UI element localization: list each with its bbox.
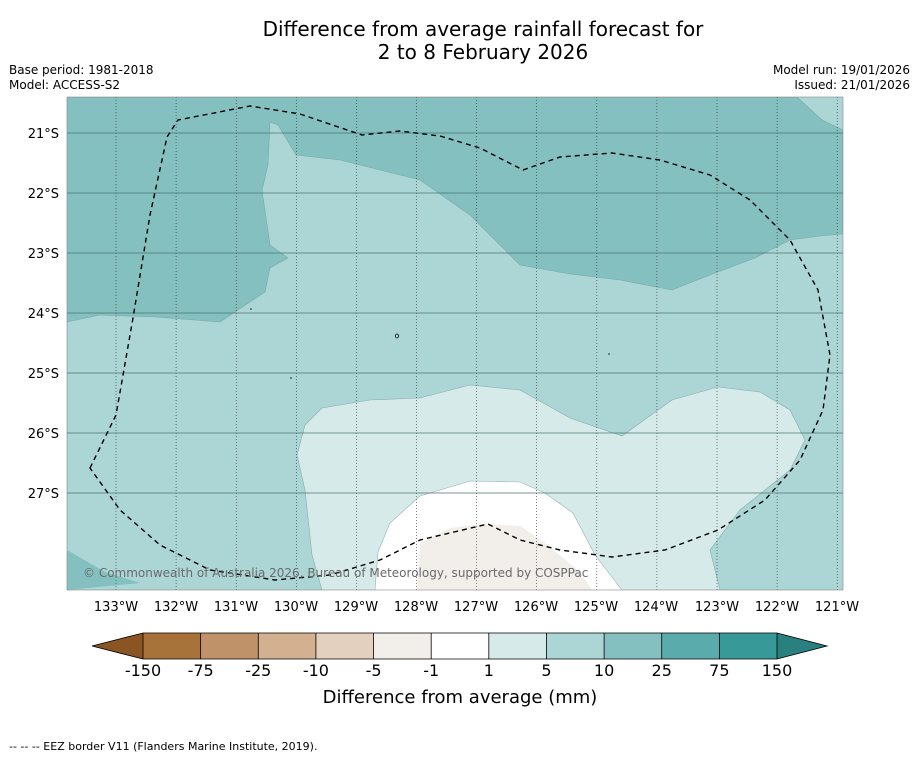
map-frame <box>66 96 844 591</box>
lon-label: 129°W <box>334 600 378 615</box>
colorbar-segment <box>373 633 432 659</box>
colorbar-ticks <box>142 633 778 659</box>
colorbar-segment <box>604 633 663 659</box>
lon-label: 131°W <box>214 600 258 615</box>
lon-label: 124°W <box>634 600 678 615</box>
colorbar-label: 1 <box>484 661 494 680</box>
lon-label: 132°W <box>154 600 198 615</box>
eez-border <box>89 105 831 581</box>
meta-right: Model run: 19/01/2026 Issued: 21/01/2026 <box>773 63 910 93</box>
colorbar-label: 75 <box>709 661 729 680</box>
title-line-1: Difference from average rainfall forecas… <box>262 17 704 41</box>
lon-label: 125°W <box>574 600 618 615</box>
island-markers <box>250 308 610 379</box>
colorbar-label: -75 <box>188 661 214 680</box>
colorbar-title: Difference from average (mm) <box>323 687 598 708</box>
colorbar-segment <box>315 633 374 659</box>
lon-label: 128°W <box>394 600 438 615</box>
colorbar-segment <box>661 633 720 659</box>
colorbar-label: 150 <box>762 661 793 680</box>
lon-axis: 133°W 132°W 131°W 130°W 129°W 128°W 127°… <box>94 600 859 615</box>
colorbar-segment <box>431 633 490 659</box>
lat-label: 22°S <box>28 187 59 202</box>
base-period: Base period: 1981-2018 <box>9 63 154 77</box>
colorbar: -150 -75 -25 -10 -5 -1 1 5 10 25 75 150 Difference … <box>91 632 829 708</box>
lat-label: 25°S <box>28 367 59 382</box>
colorbar-label: 10 <box>594 661 614 680</box>
colorbar-labels: -150 -75 -25 -10 -5 -1 1 5 10 25 75 150 <box>125 661 792 680</box>
lat-label: 24°S <box>28 307 59 322</box>
lat-label: 21°S <box>28 127 59 142</box>
lon-label: 127°W <box>454 600 498 615</box>
lat-label: 23°S <box>28 247 59 262</box>
title-line-2: 2 to 8 February 2026 <box>377 40 589 64</box>
lat-label: 26°S <box>28 427 59 442</box>
meta-left: Base period: 1981-2018 Model: ACCESS-S2 <box>9 63 154 93</box>
lon-label: 133°W <box>94 600 138 615</box>
colorbar-segment <box>488 633 547 659</box>
colorbar-label: -150 <box>125 661 161 680</box>
region-dry <box>417 524 592 590</box>
issued-date: Issued: 21/01/2026 <box>794 78 910 92</box>
island-marker <box>395 333 399 339</box>
colorbar-extend-low <box>92 633 143 659</box>
contour-lines <box>67 97 843 590</box>
colorbar-label: -1 <box>423 661 439 680</box>
lon-label: 121°W <box>815 600 859 615</box>
lon-label: 122°W <box>755 600 799 615</box>
footer-note: -- -- -- EEZ border V11 (Flanders Marine… <box>9 740 318 753</box>
colorbar-label: -10 <box>303 661 329 680</box>
colorbar-label: 25 <box>652 661 672 680</box>
colorbar-segment <box>258 633 317 659</box>
gridlines <box>67 97 843 590</box>
lat-label: 27°S <box>28 487 59 502</box>
model-name: Model: ACCESS-S2 <box>9 78 121 92</box>
colorbar-label: 5 <box>541 661 551 680</box>
lat-axis: 21°S 22°S 23°S 24°S 25°S 26°S 27°S <box>28 127 59 502</box>
region-10-25mm-southwest <box>67 550 140 590</box>
lon-label: 130°W <box>274 600 318 615</box>
colorbar-label: -5 <box>366 661 382 680</box>
copyright-notice: © Commonwealth of Australia 2026, Bureau… <box>83 566 588 580</box>
colorbar-segment <box>143 633 201 659</box>
lon-label: 123°W <box>695 600 739 615</box>
colorbar-segments <box>143 633 778 659</box>
colorbar-segment <box>546 633 605 659</box>
map-plot[interactable]: © Commonwealth of Australia 2026, Bureau… <box>67 97 843 590</box>
colorbar-segment <box>200 633 259 659</box>
region-10-25mm-north <box>67 97 843 322</box>
model-run: Model run: 19/01/2026 <box>772 63 910 77</box>
lon-label: 126°W <box>514 600 558 615</box>
colorbar-extend-high <box>777 633 827 659</box>
chart-title: Difference from average rainfall forecas… <box>0 18 919 64</box>
colorbar-segment <box>719 633 778 659</box>
colorbar-label: -25 <box>245 661 271 680</box>
